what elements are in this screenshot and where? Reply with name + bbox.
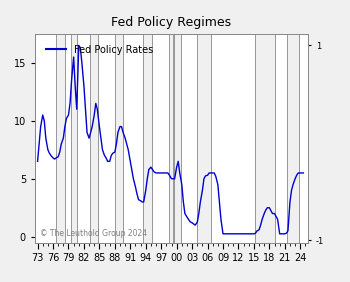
- Bar: [35, 34, 56, 243]
- Legend: Fed Policy Rates: Fed Policy Rates: [43, 41, 157, 59]
- Bar: [173, 34, 174, 243]
- Bar: [211, 34, 255, 243]
- Bar: [98, 34, 115, 243]
- Bar: [181, 34, 197, 243]
- Bar: [152, 34, 169, 243]
- Text: © The Leuthold Group 2024: © The Leuthold Group 2024: [41, 229, 148, 238]
- Bar: [299, 34, 308, 243]
- Bar: [77, 34, 90, 243]
- Bar: [122, 34, 143, 243]
- Bar: [274, 34, 287, 243]
- Bar: [65, 34, 71, 243]
- Title: Fed Policy Regimes: Fed Policy Regimes: [111, 16, 232, 28]
